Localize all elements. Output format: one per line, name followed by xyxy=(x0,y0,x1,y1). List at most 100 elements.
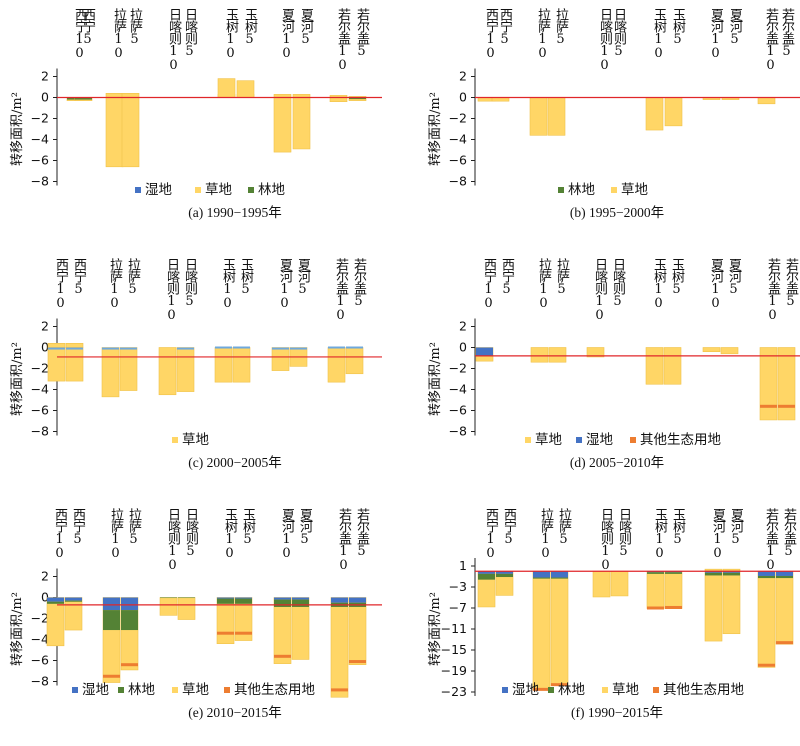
category-label: 日喀则10 xyxy=(166,8,182,72)
bar-segment-林地 xyxy=(217,598,234,604)
bar-segment-草地 xyxy=(722,570,741,635)
category-label: 西宁10 xyxy=(483,508,499,560)
bar-segment-草地 xyxy=(704,570,723,642)
legend-swatch xyxy=(611,187,617,193)
y-axis-label: 转移面积/m² xyxy=(10,592,25,666)
category-label: 西宁5 xyxy=(501,508,517,546)
category-label: 玉树5 xyxy=(240,508,256,546)
bar-segment-草地 xyxy=(702,347,721,352)
y-tick-label: −6 xyxy=(449,153,467,168)
legend-label: 湿地 xyxy=(512,682,540,698)
bar-segment-湿地 xyxy=(47,597,64,602)
bar-segment-草地 xyxy=(777,347,796,421)
chart-panel-c: 西宁10 西宁5 拉萨10 拉萨5 日喀则10 日喀则5 玉树10 玉树5 夏河10 夏河5 若尔盖… xyxy=(10,257,382,470)
legend-swatch xyxy=(558,187,564,193)
legend-swatch xyxy=(602,687,608,693)
bar-segment-草地 xyxy=(586,347,605,358)
category-label: 若尔盖5 xyxy=(781,507,797,558)
category-label: 若尔盖10 xyxy=(765,257,781,322)
bar-segment-湿地 xyxy=(235,597,252,599)
bar-thin-mark xyxy=(328,346,345,349)
category-label: 日喀则5 xyxy=(183,508,199,558)
y-tick-label: −6 xyxy=(31,653,49,668)
y-tick-label: −2 xyxy=(31,111,49,126)
chart-panel-f: 西宁10 西宁5 拉萨10 拉萨5 日喀则10 日喀则5 玉树10 玉树5 夏河10 夏河5 若尔盖… xyxy=(428,507,800,720)
category-label: 玉树10 xyxy=(651,8,667,60)
y-tick-label: −11 xyxy=(441,621,467,636)
category-label: 日喀则5 xyxy=(611,8,627,58)
y-tick-label: 0 xyxy=(41,90,49,105)
bar-segment-草地 xyxy=(292,97,311,150)
bar-segment-林地 xyxy=(75,97,92,100)
bar-segment-林地 xyxy=(65,600,82,602)
legend-swatch xyxy=(248,187,254,193)
y-tick-label: −2 xyxy=(31,361,49,376)
category-label: 玉树10 xyxy=(220,258,236,310)
bar-segment-草地 xyxy=(121,93,140,98)
bar-segment-林地 xyxy=(723,572,740,576)
bar-marker-其他生态用地 xyxy=(533,687,550,691)
bar-segment-草地 xyxy=(775,570,794,645)
bar-marker-其他生态用地 xyxy=(235,631,252,635)
bar-marker-其他生态用地 xyxy=(274,654,291,658)
category-label: 若尔盖10 xyxy=(763,507,779,572)
bar-marker-其他生态用地 xyxy=(665,605,682,609)
category-label: 夏河10 xyxy=(279,8,295,60)
y-axis-label: 转移面积/m² xyxy=(428,342,443,416)
category-label: 西宁5 xyxy=(80,8,96,46)
bar-segment-林地 xyxy=(178,597,195,599)
category-label: 玉树10 xyxy=(222,508,238,560)
legend-swatch xyxy=(502,687,508,693)
category-label: 日喀则5 xyxy=(610,258,626,308)
legend-swatch xyxy=(630,437,636,443)
legend-label: 湿地 xyxy=(586,432,614,448)
bar-segment-草地 xyxy=(121,97,140,168)
category-label: 西宁5 xyxy=(497,8,513,46)
bar-segment-草地 xyxy=(550,570,569,686)
category-label: 西宁10 xyxy=(53,258,69,310)
bar-segment-草地 xyxy=(330,597,349,698)
bar-segment-草地 xyxy=(105,93,124,98)
bar-segment-林地 xyxy=(758,575,775,579)
bar-segment-草地 xyxy=(327,347,346,383)
legend-label: 其他生态用地 xyxy=(234,682,315,698)
bar-segment-林地 xyxy=(292,599,309,607)
category-label: 拉萨5 xyxy=(553,8,569,46)
category-label: 若尔盖5 xyxy=(351,257,367,308)
bar-segment-草地 xyxy=(217,78,236,98)
bar-segment-林地 xyxy=(121,610,138,631)
bar-segment-草地 xyxy=(101,347,120,398)
bar-segment-林地 xyxy=(274,599,291,607)
category-label: 玉树5 xyxy=(670,508,686,546)
legend-label: 湿地 xyxy=(145,182,172,198)
category-label: 玉树10 xyxy=(223,8,239,60)
bar-segment-湿地 xyxy=(331,597,348,603)
bar-segment-草地 xyxy=(645,97,664,131)
bar-segment-林地 xyxy=(551,577,568,579)
category-label: 夏河10 xyxy=(708,258,724,310)
category-label: 夏河5 xyxy=(726,258,742,296)
category-label: 日喀则5 xyxy=(616,508,632,558)
bar-segment-草地 xyxy=(119,347,138,391)
bar-segment-林地 xyxy=(160,597,177,599)
bar-segment-草地 xyxy=(232,347,251,383)
legend-swatch xyxy=(172,437,178,443)
category-label: 日喀则10 xyxy=(165,508,181,572)
y-tick-label: −4 xyxy=(31,132,49,147)
bar-thin-mark xyxy=(290,347,307,350)
bar-segment-林地 xyxy=(103,610,120,631)
bar-segment-草地 xyxy=(214,347,233,383)
y-tick-label: −4 xyxy=(31,382,49,397)
category-label: 若尔盖5 xyxy=(354,7,370,58)
bar-segment-湿地 xyxy=(478,571,495,574)
bar-segment-草地 xyxy=(646,570,665,609)
legend-label: 湿地 xyxy=(82,682,109,698)
category-label: 拉萨10 xyxy=(107,258,123,310)
bar-segment-草地 xyxy=(159,597,178,616)
legend-swatch xyxy=(72,687,78,693)
category-label: 若尔盖5 xyxy=(783,257,799,308)
legend-label: 其他生态用地 xyxy=(640,432,721,448)
bar-thin-mark xyxy=(346,346,363,349)
category-label: 玉树10 xyxy=(652,508,668,560)
y-tick-label: −6 xyxy=(31,403,49,418)
